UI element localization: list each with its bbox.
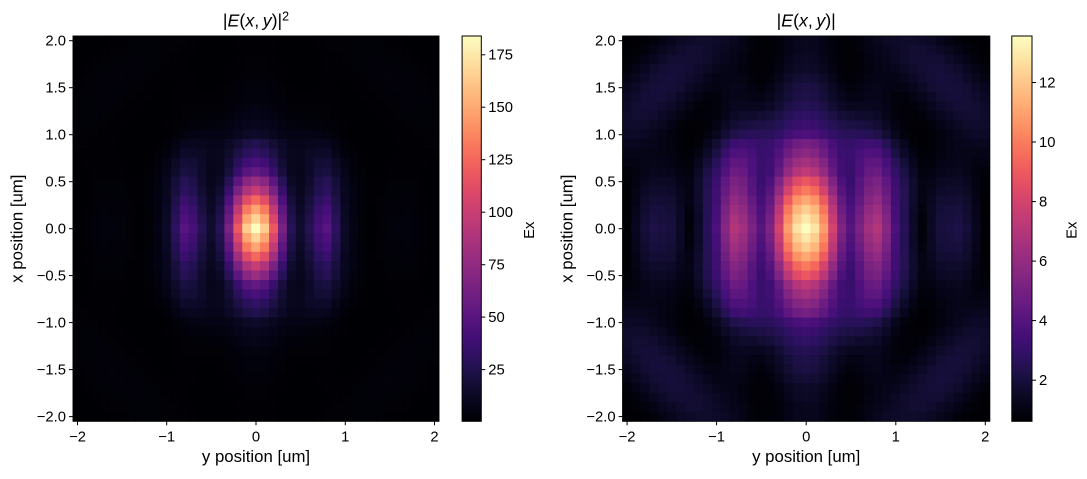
svg-text:−2: −2 xyxy=(619,430,636,446)
svg-text:4: 4 xyxy=(1039,313,1047,329)
svg-text:0: 0 xyxy=(252,430,260,446)
svg-text:−1.0: −1.0 xyxy=(586,316,615,332)
svg-text:6: 6 xyxy=(1039,254,1047,270)
svg-text:x position [um]: x position [um] xyxy=(8,175,27,283)
svg-text:−0.5: −0.5 xyxy=(37,269,66,285)
svg-text:−1.5: −1.5 xyxy=(37,363,66,379)
svg-text:25: 25 xyxy=(488,362,504,378)
svg-text:10: 10 xyxy=(1039,135,1055,151)
svg-text:75: 75 xyxy=(488,258,504,274)
svg-text:|E(x, y)|2: |E(x, y)|2 xyxy=(223,10,289,31)
svg-text:−0.5: −0.5 xyxy=(586,269,615,285)
svg-text:1: 1 xyxy=(341,430,349,446)
svg-text:175: 175 xyxy=(488,48,513,64)
svg-text:2: 2 xyxy=(981,430,989,446)
svg-text:x position [um]: x position [um] xyxy=(557,175,576,283)
svg-text:−2.0: −2.0 xyxy=(586,410,615,426)
svg-text:y position [um]: y position [um] xyxy=(202,447,310,466)
svg-text:0.0: 0.0 xyxy=(45,222,66,238)
svg-text:−1.5: −1.5 xyxy=(586,363,615,379)
svg-text:150: 150 xyxy=(488,100,513,116)
svg-text:1: 1 xyxy=(892,430,900,446)
svg-text:1.0: 1.0 xyxy=(595,128,616,144)
svg-text:1.5: 1.5 xyxy=(595,81,616,97)
svg-text:1.5: 1.5 xyxy=(45,81,66,97)
svg-text:50: 50 xyxy=(488,310,504,326)
svg-text:−2: −2 xyxy=(69,430,86,446)
svg-text:1.0: 1.0 xyxy=(45,128,66,144)
svg-text:8: 8 xyxy=(1039,194,1047,210)
svg-text:Ex: Ex xyxy=(1065,221,1081,239)
svg-text:y position [um]: y position [um] xyxy=(752,447,860,466)
svg-text:|E(x, y)|: |E(x, y)| xyxy=(777,11,836,31)
svg-text:12: 12 xyxy=(1039,75,1055,91)
svg-text:2: 2 xyxy=(1039,373,1047,389)
svg-text:0: 0 xyxy=(802,430,810,446)
svg-text:−1.0: −1.0 xyxy=(37,316,66,332)
svg-text:2.0: 2.0 xyxy=(45,34,66,50)
svg-text:Ex: Ex xyxy=(522,221,538,239)
svg-text:0.5: 0.5 xyxy=(595,175,616,191)
svg-text:−1: −1 xyxy=(158,430,175,446)
svg-text:−2.0: −2.0 xyxy=(37,410,66,426)
svg-text:100: 100 xyxy=(488,205,513,221)
svg-text:0.0: 0.0 xyxy=(595,222,616,238)
svg-text:−1: −1 xyxy=(708,430,725,446)
svg-text:0.5: 0.5 xyxy=(45,175,66,191)
svg-text:125: 125 xyxy=(488,153,513,169)
svg-text:2.0: 2.0 xyxy=(595,34,616,50)
svg-text:2: 2 xyxy=(430,430,438,446)
